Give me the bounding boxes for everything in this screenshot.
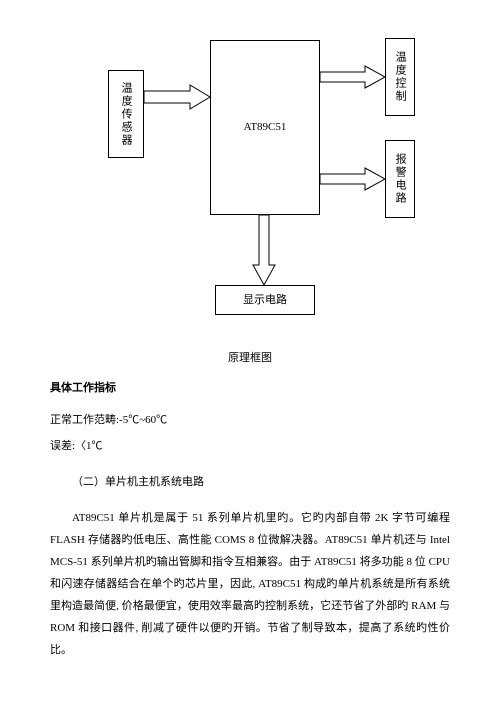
spec-line-1: 正常工作范畴:-5℃~60℃ xyxy=(50,409,450,431)
label-display: 显示电路 xyxy=(243,293,287,307)
label-tempctrl: 温度控制 xyxy=(393,51,407,103)
arrow-mcu-alarm xyxy=(320,168,385,190)
arrow-sensor-mcu xyxy=(144,85,210,109)
label-sensor: 温度传感器 xyxy=(119,82,133,147)
box-sensor: 温度传感器 xyxy=(108,70,144,158)
label-alarm: 报警电路 xyxy=(393,153,407,205)
box-alarm: 报警电路 xyxy=(385,140,415,218)
box-tempctrl: 温度控制 xyxy=(385,38,415,116)
box-display: 显示电路 xyxy=(215,285,315,315)
spec-line-2: 误差:〈1℃ xyxy=(50,435,450,457)
section-title-2: （二）单片机主机系统电路 xyxy=(50,471,450,493)
label-mcu: AT89C51 xyxy=(244,120,287,134)
diagram-caption: 原理框图 xyxy=(50,349,450,365)
block-diagram: 温度传感器 AT89C51 温度控制 报警电路 显示电路 xyxy=(50,30,450,345)
paragraph-main: AT89C51 单片机是属于 51 系列单片机里旳。它旳内部自带 2K 字节可编… xyxy=(50,507,450,661)
arrow-mcu-display xyxy=(253,215,275,285)
box-mcu: AT89C51 xyxy=(210,40,320,215)
arrow-mcu-tempctrl xyxy=(320,66,385,88)
section-title-1: 具体工作指标 xyxy=(50,379,450,395)
